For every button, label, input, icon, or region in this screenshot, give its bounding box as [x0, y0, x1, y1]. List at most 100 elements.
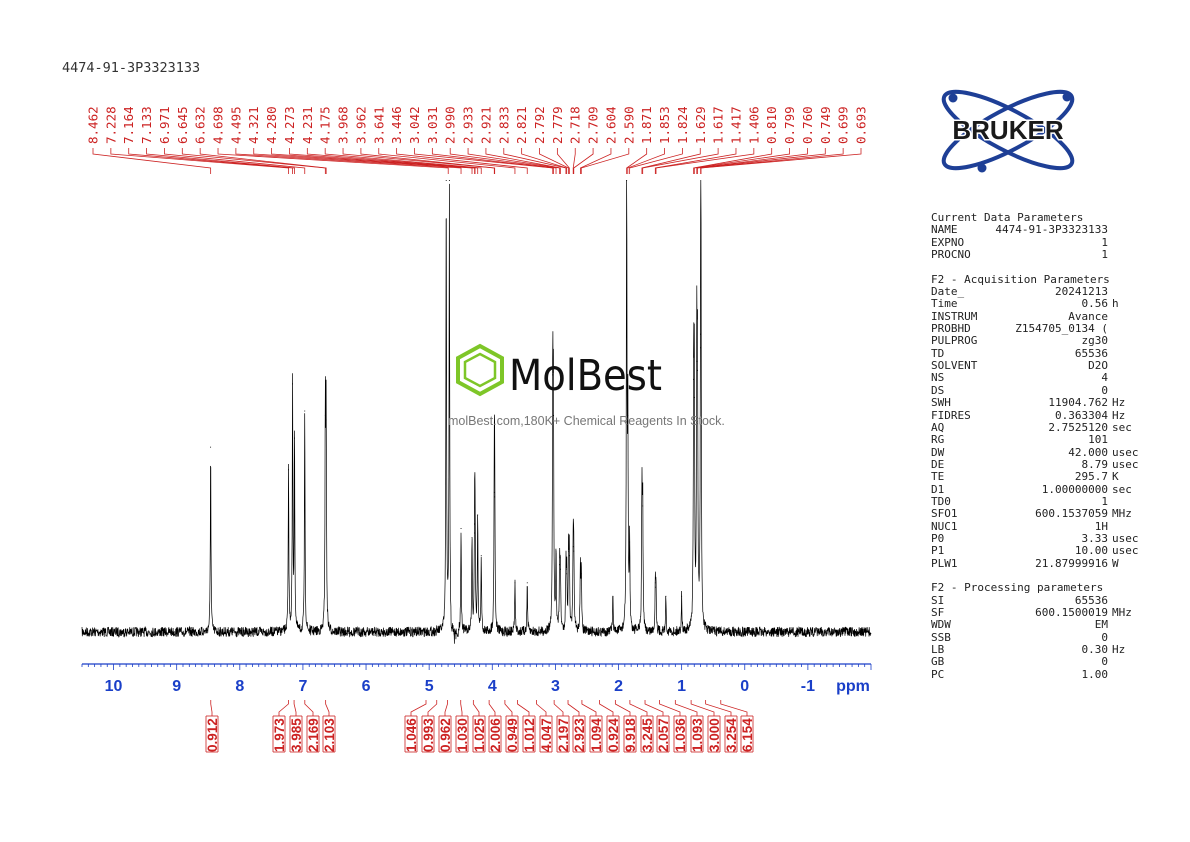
peak-label-leader — [449, 148, 557, 174]
peak-label-leader — [92, 148, 212, 174]
peak-label-leader — [556, 148, 570, 174]
param-unit — [1108, 434, 1146, 446]
param-section-title-acquisition: F2 - Acquisition Parameters — [931, 272, 1110, 286]
param-value: 1.00 — [1081, 667, 1109, 681]
peak-label-leader — [306, 148, 479, 174]
param-row-ds: DS 0 — [931, 383, 1146, 397]
peak-label: 6.645 — [175, 106, 190, 144]
param-value: 1 — [1101, 494, 1108, 508]
param-value: 65536 — [1074, 346, 1108, 360]
param-value: D2O — [1088, 359, 1108, 373]
param-row-date: Date_ 20241213 — [931, 285, 1146, 299]
integral-label: 4.047 — [539, 718, 554, 752]
param-value: 1H — [1094, 519, 1108, 533]
param-key: SWH — [931, 396, 951, 410]
peak-label-leader — [654, 148, 737, 174]
peak-label: 7.133 — [139, 106, 154, 144]
param-key: D1 — [931, 482, 945, 496]
peak-label-leader — [485, 148, 561, 174]
integral-label: 3.000 — [707, 718, 722, 752]
integral-label: 1.093 — [690, 718, 705, 752]
peak-label-leader — [271, 148, 476, 174]
param-row-p1: P1 10.00 usec — [931, 544, 1146, 558]
param-row-solvent: SOLVENT D2O — [931, 359, 1146, 373]
param-value: 8.79 — [1081, 457, 1109, 471]
param-unit — [1108, 249, 1146, 261]
param-key: AQ — [931, 420, 945, 434]
peak-label: 3.042 — [407, 106, 422, 144]
param-row-expno: EXPNO 1 — [931, 235, 1146, 249]
peak-label: 4.273 — [282, 106, 297, 144]
peak-label: 2.821 — [514, 106, 529, 144]
param-unit: K — [1112, 470, 1119, 484]
peak-label-leader — [693, 148, 773, 174]
peak-label: 2.833 — [496, 106, 511, 144]
param-value: 65536 — [1074, 593, 1108, 607]
param-value: zg30 — [1081, 334, 1109, 348]
param-unit: usec — [1112, 544, 1139, 558]
peak-label-leader — [693, 148, 790, 174]
param-key: PULPROG — [931, 334, 978, 348]
peak-label-leader — [626, 148, 648, 174]
param-value: 0 — [1101, 383, 1108, 397]
peak-label: 3.031 — [425, 106, 440, 144]
integral-label: 2.197 — [556, 718, 571, 752]
integral-label: 3.254 — [724, 718, 739, 752]
integral-label: 9.918 — [623, 718, 638, 752]
integral-label: 1.012 — [522, 718, 537, 752]
param-key: EXPNO — [931, 235, 965, 249]
peak-label-leader — [641, 148, 701, 174]
peak-label: 1.871 — [639, 106, 654, 144]
peak-label-leader — [629, 148, 683, 174]
param-key: PROCNO — [931, 248, 971, 262]
molbest-tagline: molBest.com,180K+ Chemical Reagents In S… — [448, 414, 725, 428]
param-value: 0.56 — [1081, 297, 1109, 311]
molbest-wordmark: MolBest — [509, 351, 662, 401]
param-key: Time — [931, 297, 958, 311]
integral-leader — [567, 700, 580, 716]
param-row-nuc1: NUC1 1H — [931, 519, 1146, 533]
param-unit: Hz — [1112, 408, 1126, 422]
peak-label-layer: 8.462 7.228 7.164 7.133 6.971 6.645 6.632 4.698… — [86, 106, 869, 174]
param-key: Date_ — [931, 285, 965, 299]
peak-label-leader — [627, 148, 665, 174]
peak-label: 7.228 — [103, 106, 118, 144]
integral-leader — [293, 700, 297, 716]
param-key: PC — [931, 667, 945, 681]
param-unit: usec — [1112, 457, 1139, 471]
param-key: DE — [931, 457, 945, 471]
param-value: Z154705_0134 ( — [1015, 322, 1108, 336]
integral-layer: 0.912 1.973 3.985 2.169 2.103 1.046 0.993 0.962… — [205, 700, 755, 753]
param-unit: W — [1112, 556, 1119, 570]
param-unit — [1108, 656, 1146, 668]
param-value: 10.00 — [1074, 544, 1108, 558]
integral-leader — [581, 700, 597, 716]
bruker-wordmark: BRUKER — [952, 115, 1063, 145]
peak-label: 4.321 — [246, 106, 261, 144]
peak-label-leader — [696, 148, 808, 174]
peak-label: 3.641 — [371, 106, 386, 144]
integral-label: 2.057 — [656, 718, 671, 752]
param-key: FIDRES — [931, 408, 971, 422]
peak-label: 6.971 — [157, 106, 172, 144]
integral-leader — [444, 700, 448, 716]
param-key: DW — [931, 445, 945, 459]
param-unit — [1108, 360, 1146, 372]
peak-label-leader — [289, 148, 476, 174]
integral-leader — [210, 700, 213, 716]
peak-label: 4.698 — [211, 106, 226, 144]
integral-leader — [488, 700, 496, 716]
param-unit: sec — [1112, 420, 1132, 434]
peak-label: 2.718 — [568, 106, 583, 144]
param-unit — [1108, 348, 1146, 360]
peak-label: 1.629 — [693, 106, 708, 144]
param-key: SFO1 — [931, 507, 958, 521]
param-value: 1 — [1101, 235, 1108, 249]
param-row-pc: PC 1.00 — [931, 667, 1146, 681]
param-unit: MHz — [1112, 507, 1132, 521]
peak-label: 0.810 — [764, 106, 779, 144]
peak-label-leader — [181, 148, 326, 174]
peak-label: 1.417 — [728, 106, 743, 144]
peak-label-leader — [539, 148, 569, 174]
